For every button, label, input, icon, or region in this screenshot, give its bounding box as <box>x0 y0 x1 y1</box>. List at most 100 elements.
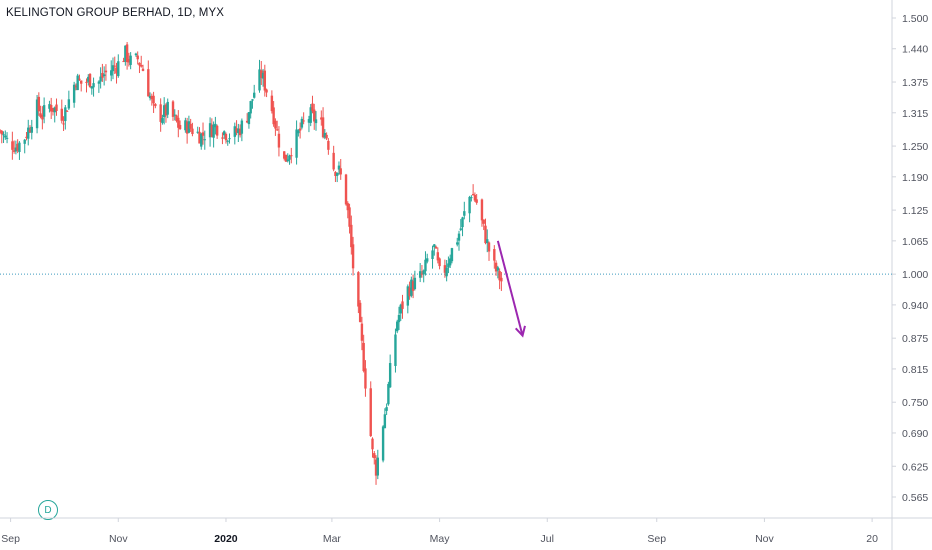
candle <box>434 245 438 249</box>
candle <box>410 276 413 298</box>
candle <box>147 60 150 97</box>
candle-body <box>426 258 429 262</box>
y-tick-label: 0.750 <box>902 397 928 409</box>
candle <box>28 125 32 134</box>
x-tick-label: 2020 <box>214 533 238 545</box>
candle-body <box>260 70 263 78</box>
candle <box>178 120 182 130</box>
candle-body <box>381 426 385 461</box>
candle <box>224 132 228 144</box>
candle-body <box>346 203 349 211</box>
candle-body <box>362 342 365 372</box>
candle <box>140 55 143 68</box>
candle <box>298 122 302 139</box>
candle-body <box>102 74 106 77</box>
candle <box>381 425 385 463</box>
candle-body <box>173 114 176 116</box>
candle-body <box>226 140 229 142</box>
candle <box>373 451 376 465</box>
candle-body <box>418 271 422 278</box>
candle <box>80 80 83 92</box>
candle <box>261 68 265 87</box>
candle <box>401 294 404 319</box>
candle-body <box>369 388 372 437</box>
candle-body <box>448 258 452 266</box>
candle <box>51 107 55 116</box>
candle <box>272 101 275 127</box>
candle <box>154 103 157 109</box>
candle <box>251 99 254 109</box>
candle <box>173 109 176 121</box>
candle-body <box>224 133 228 141</box>
candle-body <box>358 302 362 322</box>
candle <box>457 230 461 251</box>
candle <box>12 140 16 154</box>
candle <box>473 192 477 203</box>
candle <box>67 90 71 110</box>
candle-body <box>0 130 2 132</box>
candle <box>288 154 291 165</box>
candle-body <box>445 267 448 277</box>
candle-body <box>124 45 127 62</box>
candle-body <box>39 113 42 118</box>
candle <box>48 100 51 113</box>
candle <box>357 271 360 314</box>
candle <box>117 54 120 78</box>
candle <box>433 243 436 256</box>
candle <box>475 194 478 205</box>
candle <box>102 66 106 86</box>
candle <box>397 306 401 331</box>
candle <box>396 319 399 334</box>
candle-body <box>457 233 461 241</box>
candle <box>196 126 199 134</box>
candle-body <box>307 119 311 123</box>
candle-body <box>240 120 244 134</box>
candle-body <box>41 114 44 120</box>
candle <box>320 110 323 126</box>
candle <box>115 62 118 84</box>
candle-body <box>431 250 434 259</box>
candle <box>5 132 9 144</box>
candle <box>162 97 166 125</box>
candle <box>171 100 175 121</box>
candle-body <box>323 132 327 138</box>
candle-body <box>228 138 231 140</box>
candle <box>198 127 201 144</box>
candle-body <box>274 120 277 129</box>
candle-body <box>35 99 39 129</box>
candle-body <box>203 139 206 141</box>
candle <box>388 354 392 388</box>
candle-body <box>12 150 16 152</box>
candle-body <box>339 168 342 175</box>
candle-body <box>25 136 28 138</box>
candle <box>203 130 206 150</box>
candle-body <box>494 262 498 272</box>
candle <box>436 247 440 264</box>
candle-body <box>475 199 478 203</box>
candle-body <box>327 140 330 150</box>
candle <box>138 62 141 74</box>
candle <box>374 455 378 485</box>
candle-body <box>64 107 67 122</box>
candle-body <box>161 118 164 124</box>
candle <box>49 97 53 120</box>
candle-body <box>433 244 436 248</box>
candle <box>101 63 104 82</box>
candle-body <box>2 134 5 136</box>
candle-body <box>76 75 79 91</box>
candle <box>187 115 191 134</box>
candle <box>284 154 288 162</box>
candle <box>55 98 58 116</box>
candle-body <box>313 109 316 122</box>
candle <box>362 334 365 373</box>
candle-body <box>470 197 473 199</box>
candle <box>334 171 337 183</box>
candle <box>468 195 471 223</box>
candle <box>161 114 164 125</box>
candle-body <box>215 125 219 136</box>
candle-body <box>473 195 477 201</box>
candle-body <box>238 128 242 136</box>
interval-badge[interactable]: D <box>38 500 58 520</box>
y-tick-label: 1.500 <box>902 13 928 25</box>
